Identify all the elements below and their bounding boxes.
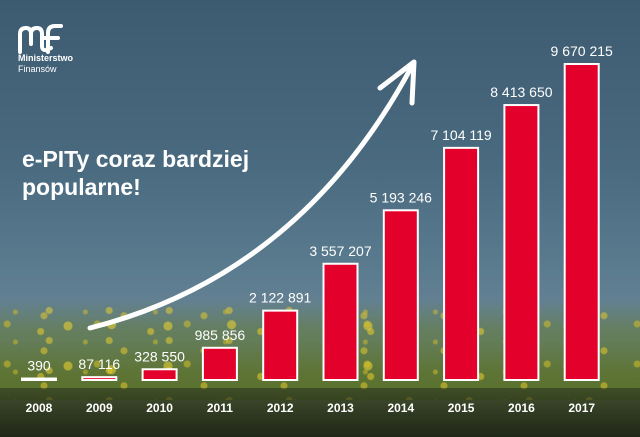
ministry-name-line2: Finansów	[18, 64, 57, 74]
year-tick-label-2009: 2009	[86, 401, 113, 415]
value-label-2016: 8 413 650	[490, 84, 552, 100]
bar-2012	[262, 309, 299, 381]
year-tick-label-2014: 2014	[387, 401, 414, 415]
headline-line1: e-PITy coraz bardziej	[22, 146, 250, 172]
value-label-2015: 7 104 119	[430, 127, 491, 143]
bar-2011	[201, 346, 238, 382]
value-label-2014: 5 193 246	[370, 189, 432, 205]
year-tick-label-2015: 2015	[448, 401, 475, 415]
value-label-2008: 390	[27, 358, 51, 374]
mf-logo-icon	[18, 24, 63, 54]
headline-line2: popularne!	[22, 174, 141, 200]
year-tick-label-2017: 2017	[568, 401, 595, 415]
year-label-band	[0, 388, 640, 437]
year-tick-label-2010: 2010	[146, 401, 173, 415]
bar-2016	[503, 104, 540, 381]
bar-2017	[563, 63, 600, 381]
headline: e-PITy coraz bardziej popularne!	[22, 145, 322, 201]
value-label-2013: 3 557 207	[309, 243, 371, 259]
trend-arrowhead-icon	[377, 59, 417, 106]
bar-2014	[382, 209, 419, 381]
bar-2013	[322, 262, 359, 381]
year-tick-label-2011: 2011	[207, 401, 233, 415]
ministry-name: Ministerstwo Finansów	[18, 53, 98, 75]
value-label-2009: 87 116	[78, 356, 120, 372]
bar-2015	[443, 146, 480, 381]
bar-2010	[141, 368, 178, 382]
year-tick-label-2013: 2013	[327, 401, 354, 415]
trend-arrow-icon	[87, 63, 415, 331]
bar-2008	[21, 377, 57, 381]
year-tick-label-2008: 2008	[26, 401, 53, 415]
bar-2009	[81, 376, 118, 382]
value-label-2017: 9 670 215	[551, 43, 613, 59]
value-label-2012: 2 122 891	[249, 290, 311, 306]
ministry-name-line1: Ministerstwo	[18, 53, 74, 63]
year-tick-label-2016: 2016	[508, 401, 535, 415]
value-label-2011: 985 856	[195, 327, 246, 343]
year-tick-label-2012: 2012	[267, 401, 294, 415]
value-label-2010: 328 550	[134, 348, 185, 364]
